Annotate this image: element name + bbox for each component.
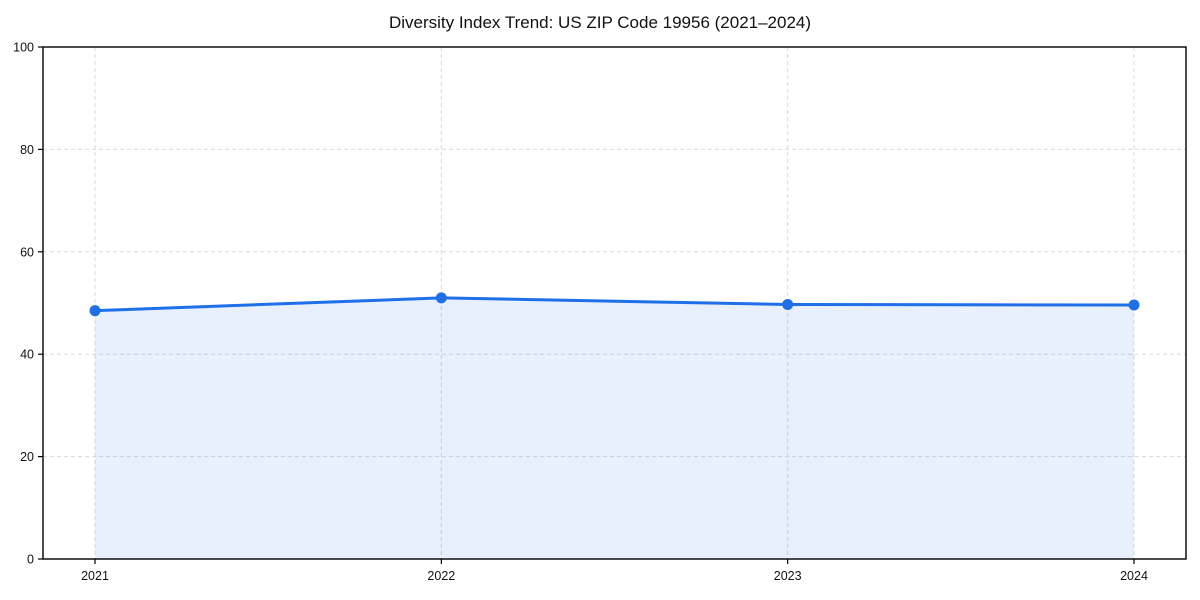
- x-tick-label-2023: 2023: [774, 569, 802, 583]
- x-tick-label-2022: 2022: [427, 569, 455, 583]
- y-tick-label-60: 60: [20, 245, 34, 259]
- area-fill: [95, 297, 1134, 559]
- data-point-2024: [1128, 299, 1140, 311]
- y-tick-label-100: 100: [13, 41, 34, 55]
- y-tick-label-0: 0: [27, 553, 34, 567]
- x-tick-label-2021: 2021: [81, 569, 109, 583]
- plot-border: [42, 46, 1187, 560]
- data-point-2022: [435, 292, 447, 304]
- y-tick-label-20: 20: [20, 450, 34, 464]
- y-tick-label-80: 80: [20, 143, 34, 157]
- x-tick-label-2024: 2024: [1120, 569, 1148, 583]
- chart-title: Diversity Index Trend: US ZIP Code 19956…: [388, 13, 812, 32]
- trend-line: [93, 296, 1136, 313]
- data-point-2021: [89, 305, 101, 317]
- data-point-2023: [782, 299, 794, 311]
- y-tick-label-40: 40: [20, 348, 34, 362]
